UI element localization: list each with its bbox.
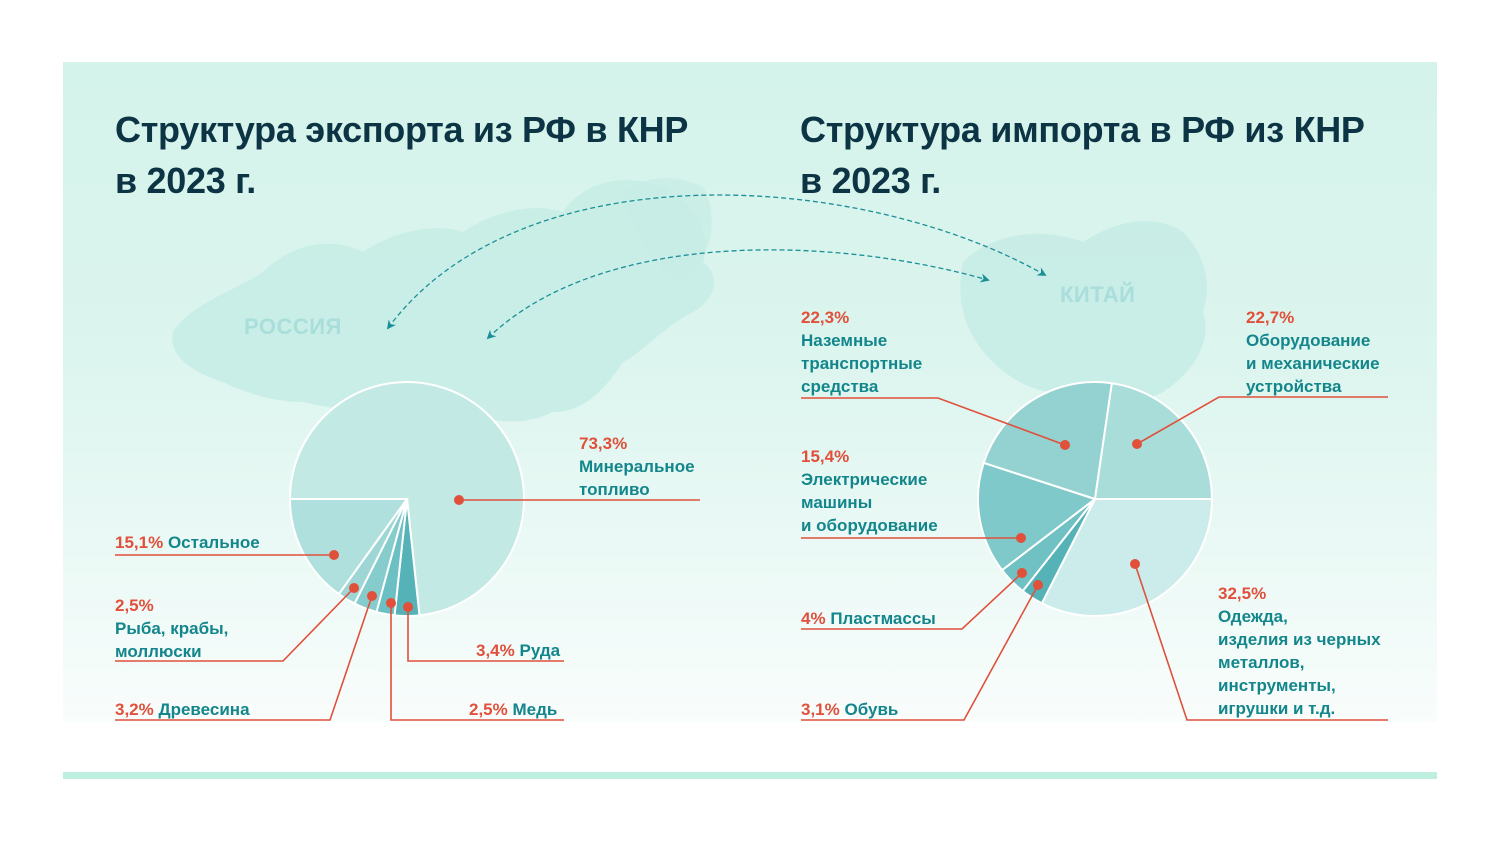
export-cat-fish-line2: моллюски (115, 642, 202, 661)
import-cat-machinery-line2: и механические (1246, 354, 1380, 373)
import-label-vehicles: 22,3% Наземные транспортные средства (801, 306, 922, 398)
import-cat-vehicles-line2: транспортные (801, 354, 923, 373)
import-pct-footwear: 3,1% (801, 700, 840, 719)
export-pct-copper: 2,5% (469, 700, 508, 719)
import-pct-vehicles: 22,3% (801, 308, 850, 327)
export-pct-mineral-fuel: 73,3% (579, 434, 628, 453)
export-leader-fish (115, 587, 355, 662)
import-leader-footwear (801, 584, 1039, 721)
import-pie-slice-4 (982, 381, 1113, 501)
export-label-copper: 2,5% Медь (469, 698, 557, 721)
import-cat-clothing-line4: инструменты, (1218, 676, 1336, 695)
export-cat-fish-line1: Рыба, крабы, (115, 619, 229, 638)
russia-map-shape-east (623, 177, 712, 280)
export-pct-fish: 2,5% (115, 596, 154, 615)
russia-map-label: РОССИЯ (244, 314, 342, 339)
import-label-plastics: 4% Пластмассы (801, 607, 936, 630)
china-map-label: КИТАЙ (1060, 282, 1136, 307)
export-leader-wood (115, 595, 373, 721)
import-pie-slice-0 (1040, 498, 1214, 617)
import-flow-arrow (486, 249, 990, 340)
export-pie-slice-5 (288, 498, 409, 596)
export-label-mineral-fuel: 73,3% Минеральное топливо (579, 432, 695, 501)
import-cat-clothing-line1: Одежда, (1218, 607, 1288, 626)
footer-bar (63, 772, 1437, 779)
china-map-shape (960, 221, 1207, 402)
import-leader-plastics (801, 572, 1023, 630)
import-pct-plastics: 4% (801, 609, 826, 628)
export-cat-other: Остальное (167, 533, 260, 552)
import-cat-vehicles-line3: средства (801, 377, 879, 396)
import-cat-machinery-line3: устройства (1246, 377, 1342, 396)
import-leader-clothing (1134, 563, 1388, 721)
export-pct-wood: 3,2% (115, 700, 154, 719)
export-pie (288, 381, 525, 617)
import-chart-title: Структура импорта в РФ из КНР в 2023 г. (800, 104, 1365, 206)
export-chart-title: Структура экспорта из РФ в КНР в 2023 г. (115, 104, 688, 206)
export-leader-copper (390, 603, 564, 721)
export-label-wood: 3,2% Древесина (115, 698, 250, 721)
export-leader-ore (407, 607, 564, 662)
import-cat-clothing-line5: игрушки и т.д. (1218, 699, 1336, 718)
import-pie-slice-5 (1093, 382, 1214, 500)
import-cat-electrical-line3: и оборудование (801, 516, 938, 535)
export-cat-ore: Руда (519, 641, 561, 660)
export-label-fish: 2,5% Рыба, крабы, моллюски (115, 594, 228, 663)
export-label-ore: 3,4% Руда (476, 639, 560, 662)
import-title-line1: Структура импорта в РФ из КНР (800, 109, 1365, 150)
import-cat-electrical-line2: машины (801, 493, 873, 512)
export-label-other: 15,1% Остальное (115, 531, 260, 554)
import-pie (977, 381, 1214, 617)
import-pct-electrical: 15,4% (801, 447, 850, 466)
import-label-machinery: 22,7% Оборудование и механические устрой… (1246, 306, 1380, 398)
export-cat-mineral-fuel-line2: топливо (579, 480, 650, 499)
import-title-line2: в 2023 г. (800, 160, 941, 201)
import-label-electrical: 15,4% Электрические машины и оборудовани… (801, 445, 938, 537)
import-cat-clothing-line3: металлов, (1218, 653, 1305, 672)
import-leader-vehicles (801, 397, 1066, 446)
import-leader-machinery (1136, 396, 1388, 445)
export-flow-arrow (386, 194, 1047, 330)
import-pct-clothing: 32,5% (1218, 584, 1267, 603)
import-cat-vehicles-line1: Наземные (801, 331, 888, 350)
import-cat-plastics: Пластмассы (830, 609, 936, 628)
leader-lines (115, 396, 1388, 721)
export-pct-other: 15,1% (115, 533, 164, 552)
import-pct-machinery: 22,7% (1246, 308, 1295, 327)
import-cat-machinery-line1: Оборудование (1246, 331, 1371, 350)
import-label-clothing: 32,5% Одежда, изделия из черных металлов… (1218, 582, 1381, 720)
import-cat-clothing-line2: изделия из черных (1218, 630, 1381, 649)
export-cat-wood: Древесина (158, 700, 250, 719)
export-title-line2: в 2023 г. (115, 160, 256, 201)
import-cat-electrical-line1: Электрические (801, 470, 928, 489)
export-cat-mineral-fuel-line1: Минеральное (579, 457, 695, 476)
export-title-line1: Структура экспорта из РФ в КНР (115, 109, 689, 150)
export-pct-ore: 3,4% (476, 641, 515, 660)
import-cat-footwear: Обувь (844, 700, 899, 719)
import-label-footwear: 3,1% Обувь (801, 698, 898, 721)
export-cat-copper: Медь (512, 700, 558, 719)
